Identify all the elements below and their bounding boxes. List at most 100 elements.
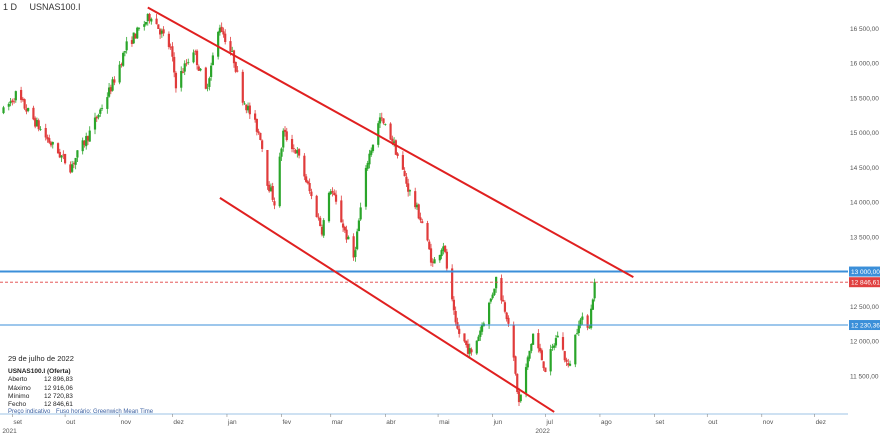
candle-body[interactable] — [417, 204, 420, 219]
candle-body[interactable] — [206, 87, 209, 89]
candle-body[interactable] — [380, 117, 383, 119]
candle-body[interactable] — [234, 61, 237, 72]
candle-body[interactable] — [371, 144, 375, 151]
candle-body[interactable] — [512, 324, 515, 358]
candle-body[interactable] — [236, 70, 239, 72]
candle-body[interactable] — [71, 164, 74, 172]
candle-body[interactable] — [491, 294, 494, 299]
candle-body[interactable] — [222, 31, 225, 35]
candle-body[interactable] — [440, 250, 443, 257]
candle-body[interactable] — [579, 319, 582, 326]
candle-body[interactable] — [224, 33, 227, 42]
candle-body[interactable] — [429, 248, 433, 263]
candle-body[interactable] — [401, 155, 404, 170]
candle-body[interactable] — [81, 140, 84, 152]
candle-body[interactable] — [162, 29, 165, 34]
candle-body[interactable] — [364, 167, 368, 207]
candle-body[interactable] — [158, 29, 162, 35]
candle-body[interactable] — [442, 246, 445, 251]
candle-body[interactable] — [333, 192, 336, 196]
candle-body[interactable] — [49, 142, 53, 146]
candle-body[interactable] — [132, 32, 135, 44]
candle-body[interactable] — [37, 120, 40, 130]
candle-body[interactable] — [516, 373, 519, 393]
candle-body[interactable] — [180, 71, 183, 88]
candle-body[interactable] — [514, 356, 517, 374]
candle-body[interactable] — [540, 350, 543, 361]
candle-body[interactable] — [282, 130, 285, 148]
trendline[interactable] — [147, 6, 634, 278]
candle-body[interactable] — [255, 118, 258, 132]
candle-body[interactable] — [144, 21, 148, 25]
candle-body[interactable] — [480, 325, 484, 332]
candle-body[interactable] — [123, 51, 127, 53]
candle-body[interactable] — [58, 151, 61, 158]
candle-body[interactable] — [357, 220, 361, 232]
candle-body[interactable] — [581, 316, 584, 320]
candle-body[interactable] — [174, 72, 178, 89]
candle-body[interactable] — [97, 114, 100, 118]
candle-body[interactable] — [396, 153, 399, 156]
candle-body[interactable] — [574, 334, 577, 365]
candle-body[interactable] — [334, 194, 338, 202]
candle-body[interactable] — [14, 91, 17, 101]
candle-body[interactable] — [489, 298, 492, 302]
candle-body[interactable] — [319, 217, 322, 226]
candle-body[interactable] — [27, 107, 30, 111]
candle-body[interactable] — [539, 347, 542, 352]
candle-body[interactable] — [465, 340, 468, 346]
candle-body[interactable] — [280, 148, 283, 157]
candle-body[interactable] — [370, 150, 373, 155]
candle-body[interactable] — [120, 64, 123, 65]
candle-body[interactable] — [183, 63, 186, 72]
candle-body[interactable] — [554, 338, 558, 346]
candle-body[interactable] — [74, 157, 77, 165]
candle-body[interactable] — [76, 150, 79, 158]
candle-body[interactable] — [479, 330, 482, 337]
candle-body[interactable] — [593, 282, 596, 299]
candle-body[interactable] — [218, 27, 222, 33]
candle-body[interactable] — [181, 71, 185, 73]
candle-body[interactable] — [60, 155, 63, 158]
candle-body[interactable] — [454, 311, 457, 323]
candle-body[interactable] — [248, 105, 251, 115]
candle-body[interactable] — [2, 107, 5, 114]
candle-body[interactable] — [317, 217, 320, 219]
candle-body[interactable] — [391, 138, 394, 142]
candle-body[interactable] — [451, 268, 454, 300]
candle-body[interactable] — [83, 140, 86, 145]
candle-body[interactable] — [195, 50, 199, 66]
timeframe-label[interactable]: 1 D — [3, 2, 18, 12]
candle-body[interactable] — [308, 183, 311, 192]
candle-body[interactable] — [62, 154, 65, 156]
candle-body[interactable] — [35, 120, 39, 127]
candle-body[interactable] — [327, 192, 331, 222]
candle-body[interactable] — [382, 118, 385, 124]
candle-body[interactable] — [283, 129, 287, 132]
candle-body[interactable] — [106, 97, 109, 109]
candle-body[interactable] — [366, 163, 369, 169]
candle-body[interactable] — [269, 187, 273, 192]
candle-body[interactable] — [160, 30, 163, 34]
candle-body[interactable] — [575, 333, 579, 335]
candle-body[interactable] — [561, 337, 565, 350]
candle-body[interactable] — [21, 98, 24, 101]
candle-body[interactable] — [134, 33, 137, 39]
candle-body[interactable] — [568, 363, 572, 366]
candle-body[interactable] — [444, 245, 447, 252]
candle-body[interactable] — [542, 361, 545, 369]
candle-body[interactable] — [72, 163, 75, 164]
candle-body[interactable] — [463, 333, 466, 342]
candle-body[interactable] — [296, 150, 299, 154]
candle-body[interactable] — [32, 107, 35, 120]
candle-body[interactable] — [352, 236, 355, 258]
candle-body[interactable] — [113, 79, 116, 83]
candle-body[interactable] — [7, 103, 10, 107]
candle-body[interactable] — [118, 64, 121, 83]
candle-body[interactable] — [408, 190, 412, 192]
candle-body[interactable] — [111, 79, 114, 91]
candle-body[interactable] — [445, 251, 448, 269]
candle-body[interactable] — [261, 140, 264, 149]
candle-body[interactable] — [88, 130, 91, 142]
